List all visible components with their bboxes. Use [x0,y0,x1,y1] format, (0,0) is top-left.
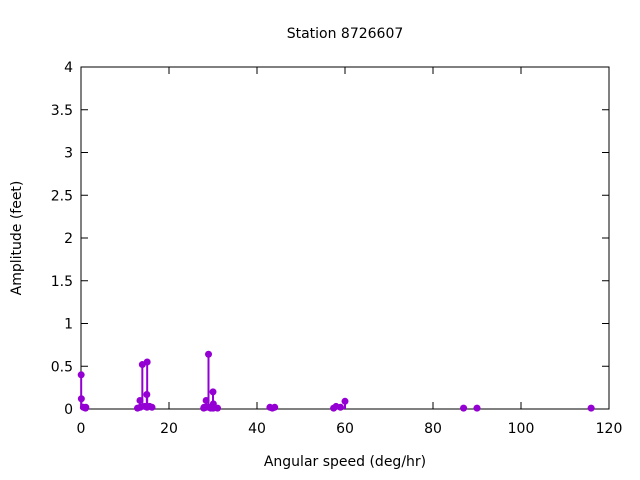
y-axis-label: Amplitude (feet) [9,181,25,296]
x-tick-label: 40 [248,421,266,437]
data-point [143,358,151,366]
data-point [271,403,279,411]
data-point [473,404,481,412]
data-point [587,404,595,412]
x-axis-label: Angular speed (deg/hr) [264,454,426,470]
y-tick-label: 0 [64,402,73,418]
y-tick-label: 1 [64,317,73,333]
data-point [213,404,221,412]
y-tick-label: 0.5 [51,359,73,375]
y-tick-label: 3 [64,146,73,162]
x-tick-label: 120 [596,421,623,437]
x-tick-label: 0 [77,421,86,437]
y-tick-label: 2 [64,231,73,247]
chart-title: Station 8726607 [287,26,404,42]
y-tick-label: 1.5 [51,274,73,290]
y-tick-label: 4 [64,60,73,76]
data-point [341,397,349,405]
x-tick-label: 80 [424,421,442,437]
plot-border [80,66,610,410]
data-point [77,395,85,403]
data-point [460,404,468,412]
data-point [337,403,345,411]
data-point [205,350,213,358]
data-point [82,403,90,411]
x-tick-label: 60 [336,421,354,437]
y-tick-label: 3.5 [51,103,73,119]
plot-layer: 0 20 40 60 80 100 120 0 0.5 1 1.5 2 2.5 3 3.5 4 [51,60,623,437]
data-point [148,403,156,411]
data-point [209,388,217,396]
data-point [77,371,85,379]
x-tick-label: 20 [160,421,178,437]
x-tick-label: 100 [508,421,535,437]
y-tick-label: 2.5 [51,188,73,204]
